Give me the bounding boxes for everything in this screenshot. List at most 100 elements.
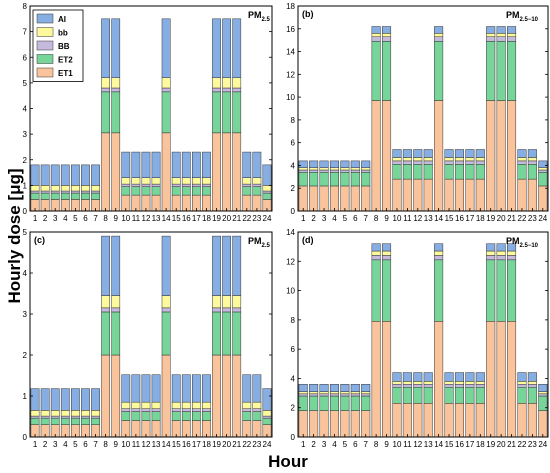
y-tick-label: 5 xyxy=(23,79,28,88)
bar-segment-bb xyxy=(121,177,131,185)
x-tick-label: 16 xyxy=(455,440,464,449)
x-tick-label: 9 xyxy=(113,440,118,449)
panel-title: PM2.5 xyxy=(248,236,271,249)
bar-hour-4 xyxy=(329,160,339,212)
bar-hour-13 xyxy=(423,149,433,212)
bar-segment-et1 xyxy=(423,403,433,438)
bar-hour-1 xyxy=(30,164,40,212)
bar-segment-bb xyxy=(402,157,412,162)
bar-hour-11 xyxy=(402,372,412,438)
bar-segment-bb xyxy=(60,185,70,192)
x-tick-label: 17 xyxy=(465,440,474,449)
y-tick-label: 4 xyxy=(23,105,28,114)
bar-segment-ai xyxy=(350,384,360,392)
bar-segment-ai xyxy=(81,164,90,186)
x-tick-label: 8 xyxy=(374,214,379,223)
bar-segment-et2 xyxy=(413,164,423,180)
bar-segment-bb xyxy=(70,185,80,192)
bar-segment-bb xyxy=(161,307,171,313)
bar-segment-et2 xyxy=(81,417,90,425)
x-tick-label: 7 xyxy=(363,214,368,223)
bar-segment-bb xyxy=(465,384,475,388)
bar-segment-et2 xyxy=(434,259,444,322)
bar-segment-bb xyxy=(517,157,527,162)
bar-segment-ai xyxy=(329,160,339,168)
bar-segment-bb xyxy=(50,190,60,194)
bar-segment-bb xyxy=(151,401,161,409)
bar-segment-et1 xyxy=(350,185,360,212)
bar-segment-et1 xyxy=(371,100,381,212)
y-tick-label: 2 xyxy=(291,404,296,413)
bar-hour-17 xyxy=(465,149,475,212)
bar-hour-5 xyxy=(340,384,350,438)
bar-hour-10 xyxy=(121,374,131,438)
x-tick-label: 6 xyxy=(83,214,88,223)
x-tick-label: 14 xyxy=(162,214,171,223)
x-tick-label: 7 xyxy=(363,440,368,449)
bar-segment-bb xyxy=(70,410,80,417)
bar-segment-et2 xyxy=(202,411,211,421)
bar-hour-16 xyxy=(181,374,191,438)
bar-segment-ai xyxy=(191,151,201,178)
x-tick-label: 20 xyxy=(497,440,506,449)
y-tick-label: 14 xyxy=(286,48,295,57)
panel-label: (c) xyxy=(34,235,45,245)
bar-hour-18 xyxy=(475,149,485,212)
bar-segment-et2 xyxy=(101,91,111,134)
bar-segment-bb xyxy=(262,185,272,192)
bar-segment-ai xyxy=(161,18,171,78)
x-tick-label: 14 xyxy=(434,440,443,449)
bar-segment-bb xyxy=(202,183,211,187)
x-tick-label: 18 xyxy=(202,440,211,449)
bar-segment-et1 xyxy=(101,354,111,438)
bar-segment-ai xyxy=(361,384,371,392)
bar-segment-et2 xyxy=(121,411,131,421)
bar-segment-ai xyxy=(538,384,548,392)
bar-segment-et2 xyxy=(70,417,80,425)
bar-segment-ai xyxy=(371,26,381,34)
bar-segment-bb xyxy=(81,185,90,192)
x-tick-label: 11 xyxy=(403,214,412,223)
bar-hour-2 xyxy=(309,160,319,212)
bar-segment-et2 xyxy=(70,192,80,200)
bar-segment-et1 xyxy=(309,185,319,212)
x-tick-label: 23 xyxy=(528,440,537,449)
bar-segment-et1 xyxy=(413,178,423,212)
bar-segment-ai xyxy=(392,372,402,382)
legend-label: BB xyxy=(58,42,70,51)
bar-segment-bb xyxy=(496,33,506,38)
bar-segment-bb xyxy=(538,169,548,173)
x-tick-label: 2 xyxy=(43,440,48,449)
bar-segment-et2 xyxy=(161,91,171,134)
bar-segment-bb xyxy=(465,157,475,162)
bar-hour-16 xyxy=(454,149,464,212)
bar-segment-et2 xyxy=(131,411,141,421)
bar-hour-18 xyxy=(202,151,211,212)
bar-segment-ai xyxy=(101,235,111,296)
bar-segment-et1 xyxy=(340,410,350,438)
bar-segment-et2 xyxy=(151,186,161,196)
bar-hour-24 xyxy=(538,384,548,438)
plot-frame xyxy=(29,231,273,438)
bar-hour-9 xyxy=(111,18,121,212)
bar-segment-ai xyxy=(527,372,537,382)
bar-segment-bb xyxy=(517,384,527,388)
bar-segment-bb xyxy=(434,255,444,261)
bar-hour-24 xyxy=(262,164,272,212)
legend-swatch xyxy=(36,13,54,24)
bar-segment-bb xyxy=(242,401,252,409)
bar-segment-et2 xyxy=(232,311,242,356)
bar-segment-bb xyxy=(222,87,232,93)
bar-segment-et1 xyxy=(111,354,121,438)
bar-hour-8 xyxy=(101,18,111,212)
bar-segment-et2 xyxy=(371,259,381,322)
bar-segment-bb xyxy=(382,255,392,261)
panel-title-main: PM xyxy=(506,10,520,20)
bar-segment-bb xyxy=(91,415,100,419)
bar-segment-bb xyxy=(40,190,50,194)
x-tick-label: 10 xyxy=(393,440,402,449)
x-tick-label: 1 xyxy=(301,214,306,223)
bar-segment-et2 xyxy=(475,164,485,180)
x-tick-label: 13 xyxy=(424,214,433,223)
bar-segment-et2 xyxy=(252,411,262,421)
